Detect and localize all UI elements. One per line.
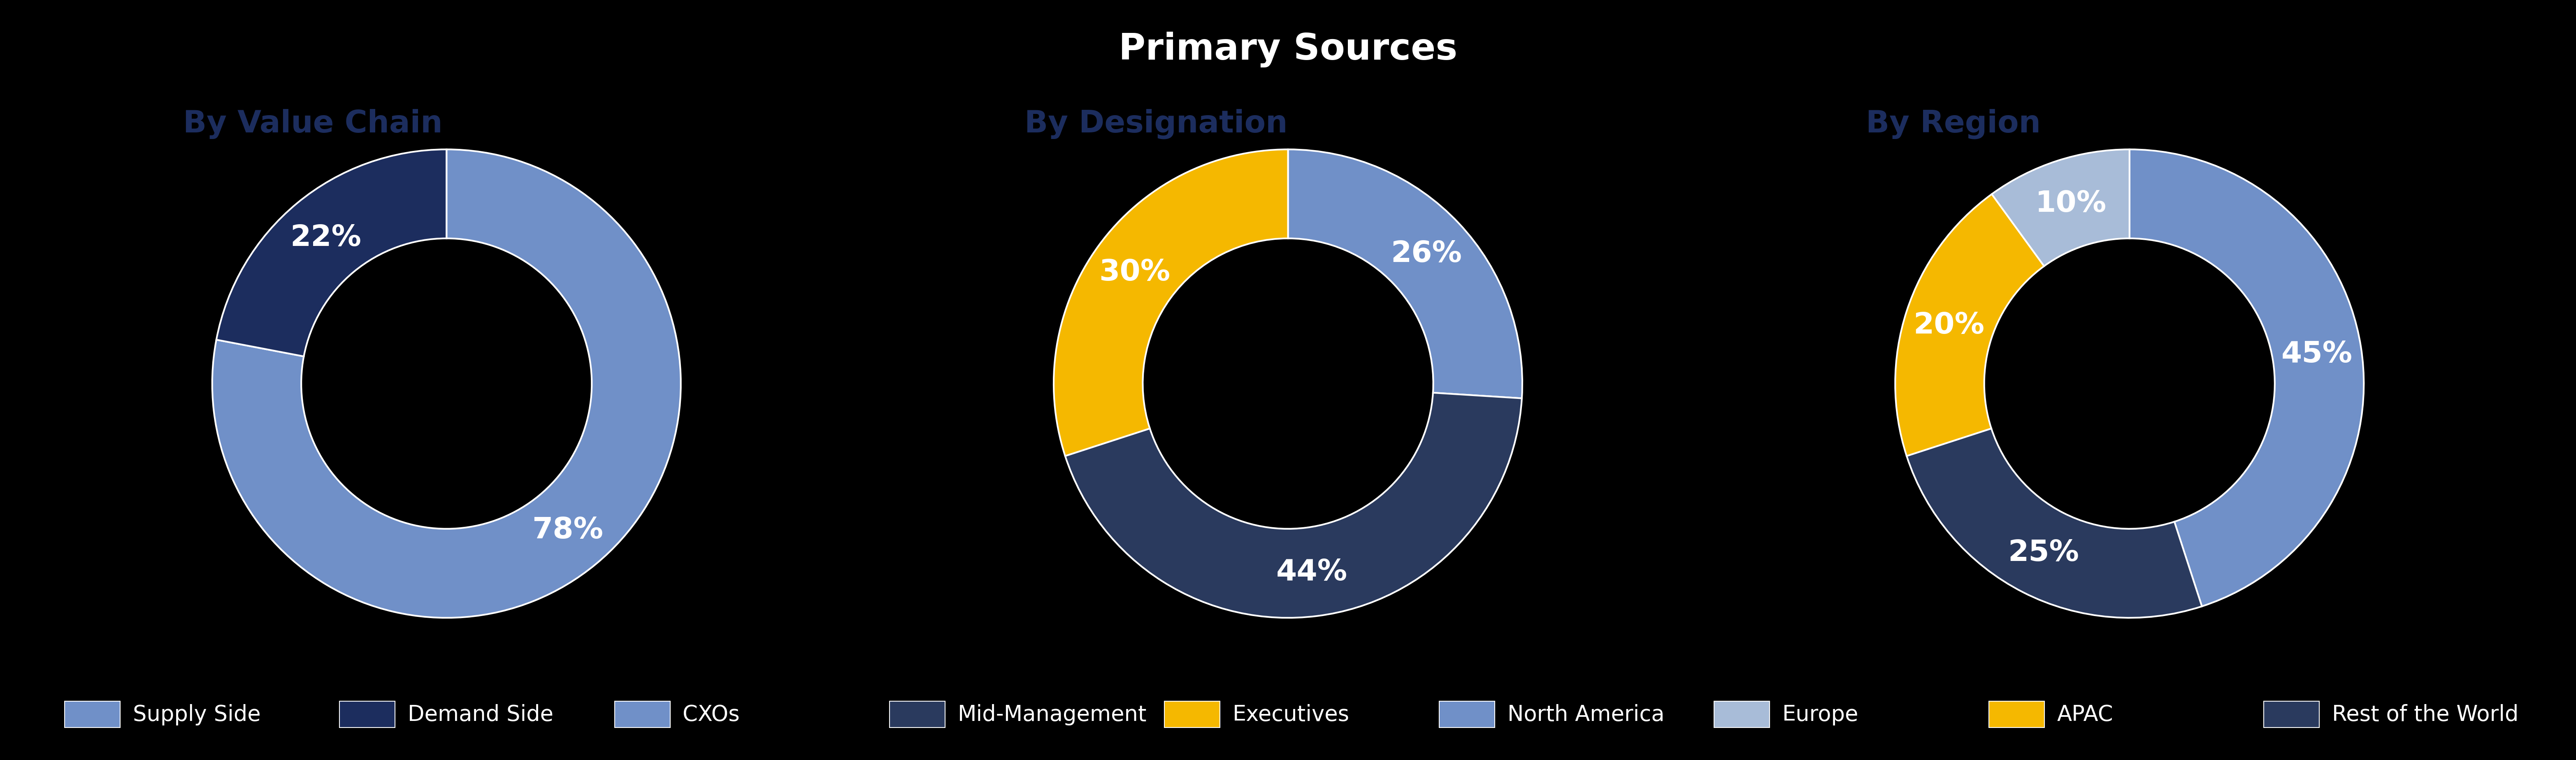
Bar	[64, 701, 121, 728]
Text: 78%: 78%	[531, 516, 603, 544]
Wedge shape	[1906, 429, 2202, 618]
Text: Executives: Executives	[1231, 704, 1350, 725]
Wedge shape	[1288, 150, 1522, 398]
Bar	[1989, 701, 2045, 728]
Text: Europe: Europe	[1783, 704, 1857, 725]
Text: Demand Side: Demand Side	[407, 704, 554, 725]
Text: 26%: 26%	[1391, 240, 1463, 268]
Bar	[889, 701, 945, 728]
Text: 25%: 25%	[2007, 539, 2079, 567]
Text: 30%: 30%	[1100, 258, 1170, 287]
Text: Mid-Management: Mid-Management	[958, 704, 1146, 725]
Wedge shape	[1896, 195, 2045, 456]
Text: Primary Sources: Primary Sources	[1118, 31, 1458, 68]
Text: 20%: 20%	[1914, 311, 1984, 340]
Text: APAC: APAC	[2058, 704, 2112, 725]
Bar	[1713, 701, 1770, 728]
Wedge shape	[1054, 150, 1288, 456]
Text: 44%: 44%	[1275, 558, 1347, 586]
Wedge shape	[216, 150, 446, 356]
Bar	[340, 701, 394, 728]
Wedge shape	[1064, 393, 1522, 618]
Text: North America: North America	[1507, 704, 1664, 725]
Wedge shape	[2130, 150, 2365, 606]
Wedge shape	[211, 150, 680, 618]
Text: Supply Side: Supply Side	[134, 704, 260, 725]
Bar	[616, 701, 670, 728]
Bar	[1164, 701, 1221, 728]
Bar	[2264, 701, 2318, 728]
Text: By Region: By Region	[1865, 109, 2040, 139]
Text: CXOs: CXOs	[683, 704, 739, 725]
Text: 10%: 10%	[2035, 189, 2107, 217]
Text: 22%: 22%	[291, 223, 361, 252]
Bar	[1440, 701, 1494, 728]
Text: Rest of the World: Rest of the World	[2331, 704, 2519, 725]
Text: 45%: 45%	[2282, 340, 2352, 369]
Text: By Value Chain: By Value Chain	[183, 109, 443, 139]
Text: By Designation: By Designation	[1025, 109, 1288, 139]
Wedge shape	[1991, 150, 2130, 267]
